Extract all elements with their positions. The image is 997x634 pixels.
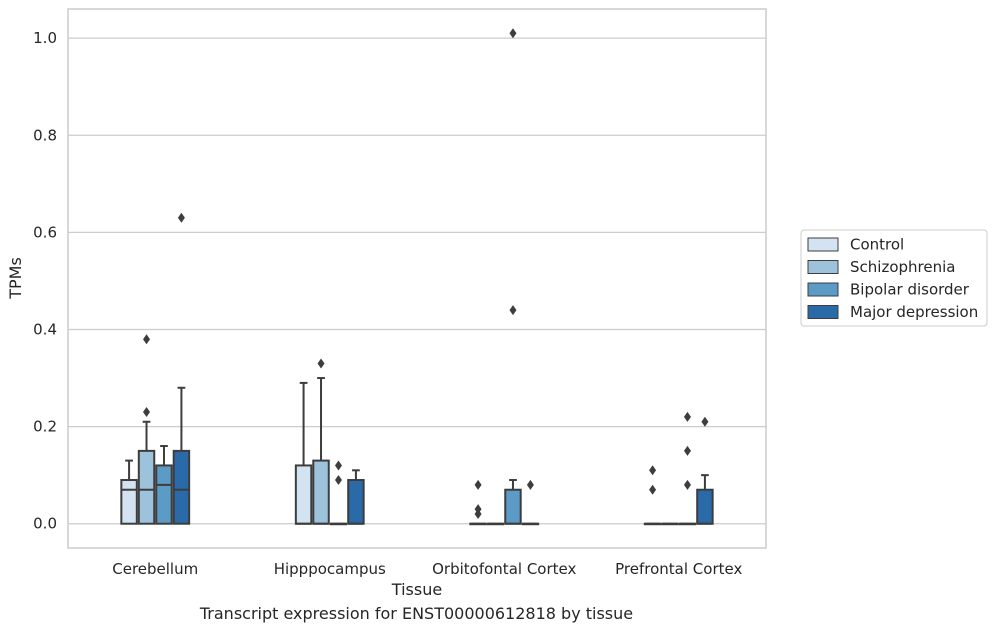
box-group <box>294 381 313 525</box>
outlier-point <box>317 358 325 369</box>
y-axis-ticks: 0.0 0.2 0.4 0.6 0.8 1.0 <box>33 29 57 533</box>
x-axis-label: Tissue <box>391 580 442 599</box>
outlier-point <box>526 479 534 490</box>
box-group <box>696 416 714 525</box>
outlier-point <box>177 212 185 223</box>
y-tick-label: 1.0 <box>33 29 57 47</box>
figure-caption: Transcript expression for ENST0000061281… <box>199 604 634 623</box>
y-tick-label: 0.0 <box>33 515 57 533</box>
x-tick-label: Orbitofontal Cortex <box>432 560 576 578</box>
box-group <box>486 522 505 526</box>
legend-label: Bipolar disorder <box>850 281 970 299</box>
legend-label: Schizophrenia <box>850 258 955 276</box>
box-group <box>661 522 679 526</box>
box-group <box>521 479 540 526</box>
box-group <box>329 460 348 526</box>
outlier-point <box>474 504 482 515</box>
outlier-point <box>649 465 657 476</box>
outlier-point <box>143 407 151 418</box>
outlier-point <box>334 460 342 471</box>
box <box>155 464 173 525</box>
legend-label: Major depression <box>850 303 978 321</box>
box-group <box>643 465 662 526</box>
box-group <box>172 212 191 525</box>
box-group <box>155 445 173 525</box>
x-tick-label: Hipppocampus <box>274 560 386 578</box>
box-group <box>137 334 156 525</box>
outlier-point <box>683 411 691 422</box>
box-group <box>347 469 365 525</box>
outlier-point <box>509 28 517 39</box>
legend-swatch <box>807 305 839 319</box>
legend-swatch <box>807 282 839 297</box>
box-group <box>469 479 487 526</box>
outlier-point <box>143 334 151 345</box>
outlier-point <box>701 416 709 427</box>
x-tick-label: Cerebellum <box>112 560 198 578</box>
y-tick-label: 0.4 <box>33 320 57 338</box>
box <box>294 464 313 525</box>
box <box>312 459 330 525</box>
outlier-point <box>509 305 517 316</box>
y-tick-label: 0.8 <box>33 126 57 144</box>
outlier-point <box>334 475 342 486</box>
box <box>504 488 522 525</box>
legend-swatch <box>807 237 839 252</box>
legend-swatch <box>807 260 839 274</box>
outlier-point <box>683 445 691 456</box>
outlier-point <box>649 484 657 495</box>
box-group <box>504 28 522 525</box>
box-group <box>678 411 697 526</box>
legend-label: Control <box>850 236 904 254</box>
box-plot-series <box>120 28 714 526</box>
y-axis-label: TPMs <box>6 257 25 300</box>
box <box>696 488 714 525</box>
x-tick-label: Prefrontal Cortex <box>615 560 742 578</box>
box-group <box>120 459 138 525</box>
outlier-point <box>474 479 482 490</box>
y-tick-label: 0.6 <box>33 223 57 241</box>
plot-frame <box>67 8 767 549</box>
x-axis-ticks: Cerebellum Hipppocampus Orbitofontal Corte… <box>112 560 742 578</box>
legend: Control Schizophrenia Bipolar disorder Majo… <box>800 229 988 327</box>
box <box>120 479 138 525</box>
box <box>172 449 191 525</box>
box <box>137 449 156 525</box>
legend-frame <box>800 229 988 327</box>
outlier-point <box>683 479 691 490</box>
y-tick-label: 0.2 <box>33 418 57 436</box>
box <box>347 479 365 525</box>
box-group <box>312 358 330 525</box>
grid-lines <box>68 37 766 525</box>
